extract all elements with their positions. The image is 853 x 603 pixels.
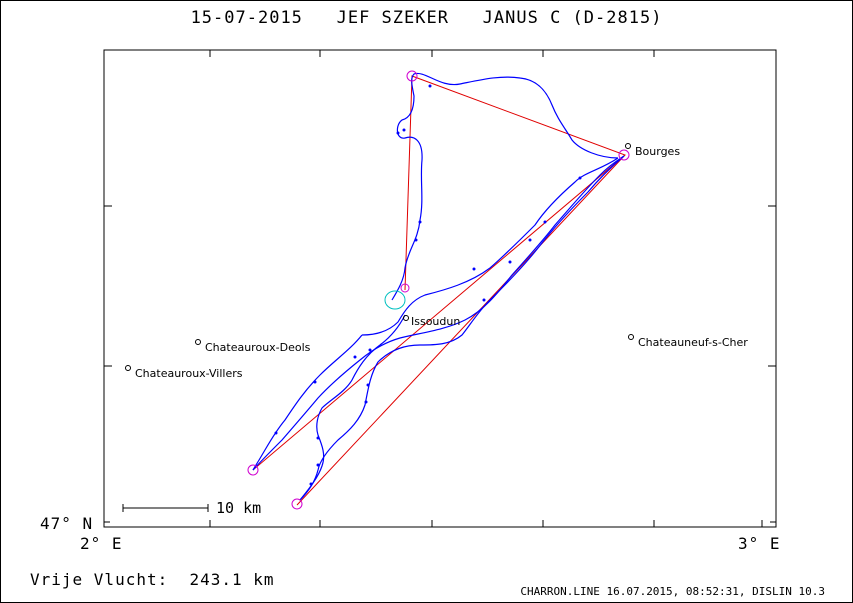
flight-track <box>252 72 625 501</box>
track-points <box>274 84 582 486</box>
place-markers <box>125 143 634 371</box>
place-label-chateauneuf: Chateauneuf-s-Cher <box>638 336 748 349</box>
flight-distance: Vrije Vlucht: 243.1 km <box>30 570 275 589</box>
place-label-issoudun: Issoudun <box>411 315 461 328</box>
map-frame <box>103 49 777 528</box>
lon-right-label: 3° E <box>738 534 781 553</box>
turnpoint-markers <box>247 70 630 510</box>
lon-left-label: 2° E <box>80 534 123 553</box>
flight-distance-value: 243.1 km <box>189 570 275 589</box>
flight-distance-label: Vrije Vlucht: <box>30 570 169 589</box>
scale-bar-label: 10 km <box>216 499 262 517</box>
lat-label: 47° N <box>40 514 94 533</box>
page-title: 15-07-2015 JEF SZEKER JANUS C (D-2815) <box>190 8 663 28</box>
axis-ticks <box>104 50 776 527</box>
start-circle <box>384 290 406 310</box>
scale-bar <box>122 504 209 512</box>
task-lines <box>252 75 626 506</box>
place-label-chateauroux-deols: Chateauroux-Deols <box>205 341 311 354</box>
place-label-chateauroux-villers: Chateauroux-Villers <box>135 367 243 380</box>
footer-info: CHARRON.LINE 16.07.2015, 08:52:31, DISLI… <box>520 585 825 598</box>
place-label-bourges: Bourges <box>635 145 681 158</box>
